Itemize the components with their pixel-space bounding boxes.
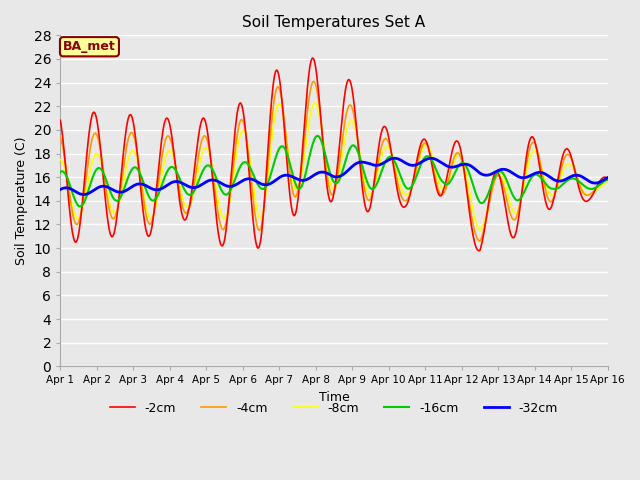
X-axis label: Time: Time bbox=[319, 391, 349, 404]
Text: BA_met: BA_met bbox=[63, 40, 116, 53]
Title: Soil Temperatures Set A: Soil Temperatures Set A bbox=[243, 15, 426, 30]
Legend: -2cm, -4cm, -8cm, -16cm, -32cm: -2cm, -4cm, -8cm, -16cm, -32cm bbox=[105, 396, 563, 420]
Y-axis label: Soil Temperature (C): Soil Temperature (C) bbox=[15, 137, 28, 265]
